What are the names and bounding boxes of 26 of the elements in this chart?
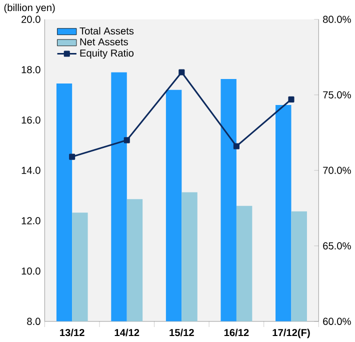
y-tick-label: 20.0 [22, 16, 40, 23]
x-tick-label: 16/12 [224, 328, 249, 336]
y2-tick-label: 60.0% [323, 318, 351, 326]
y2-tick-label: 65.0% [323, 242, 351, 250]
legend-label: Equity Ratio [80, 49, 134, 59]
y-tick-label: 10.0 [22, 268, 40, 275]
point [288, 96, 294, 102]
point [69, 154, 76, 160]
y-tick-label: 18.0 [22, 66, 40, 74]
x-tick-label: 17/12(F) [272, 328, 310, 338]
point [178, 69, 185, 76]
y2-tick-label: 80.0% [323, 16, 351, 23]
point [124, 137, 130, 144]
legend-label: Total Assets [80, 27, 134, 35]
y-tick-label: 8.0 [27, 318, 40, 326]
y-tick-label: 14.0 [22, 166, 40, 174]
x-tick-label: 13/12 [60, 328, 84, 336]
x-tick-label: 14/12 [114, 328, 140, 336]
y2-tick-label: 75.0% [323, 91, 351, 99]
x-tick-label: 15/12 [170, 328, 194, 336]
y2-tick-label: 70.0% [323, 166, 351, 174]
y-axis-title: (billion yen) [4, 4, 55, 14]
y-tick-label: 12.0 [22, 217, 40, 224]
y-tick-label: 16.0 [22, 116, 40, 124]
point [233, 143, 240, 150]
legend-label: Net Assets [80, 38, 128, 46]
